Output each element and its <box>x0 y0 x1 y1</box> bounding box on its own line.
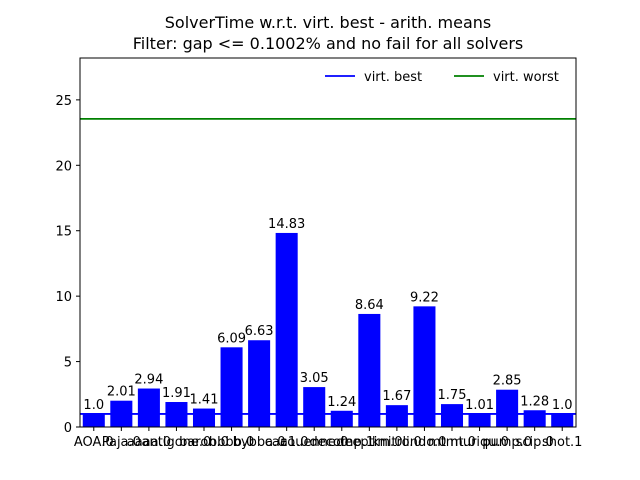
y-tick-label: 20 <box>55 159 72 174</box>
data-label: 6.63 <box>245 324 274 339</box>
chart-subtitle: Filter: gap <= 0.1002% and no fail for a… <box>133 34 523 53</box>
bar <box>330 410 353 427</box>
bar <box>192 408 216 427</box>
bar <box>468 413 491 427</box>
y-tick-label: 0 <box>64 421 72 436</box>
x-tick-label: knitro.0 <box>372 435 422 450</box>
x-tick-label: deeptim.0 <box>336 435 402 450</box>
bar <box>440 404 464 427</box>
x-tick-label: baron.0 <box>179 435 229 450</box>
x-tick-label: mtmt.0 <box>428 435 476 450</box>
x-tick-label: pump.0 <box>482 435 532 450</box>
data-label: 3.05 <box>300 371 329 386</box>
x-tick-label: decomp.1 <box>309 435 374 450</box>
x-tick-label: antigone.0 <box>142 435 212 450</box>
bar <box>82 413 105 427</box>
chart-title: SolverTime w.r.t. virt. best - arith. me… <box>165 13 491 32</box>
plot-frame <box>79 57 577 428</box>
bar <box>523 410 546 427</box>
data-label: 1.01 <box>465 398 494 413</box>
bar <box>275 232 298 427</box>
y-axis: 0 5 10 15 20 25 <box>55 94 80 436</box>
legend: virt. best virt. worst <box>325 70 559 85</box>
data-label: 6.09 <box>217 331 246 346</box>
x-tick-label: couenne.0 <box>280 435 348 450</box>
x-tick-label: muriqu.0 <box>450 435 509 450</box>
bar <box>551 413 574 427</box>
x-tick-label: caa1.0 <box>265 435 309 450</box>
bar <box>385 405 408 427</box>
x-tick-label: lindo.0 <box>403 435 447 450</box>
x-axis: AOA.0Paja.0aaaa.0antigone.0baron.0bbbb.0… <box>74 427 582 450</box>
reference-lines-group <box>80 117 576 415</box>
data-label: 1.0 <box>552 398 573 413</box>
bar <box>303 387 326 427</box>
bar <box>248 340 271 427</box>
data-labels-group: 1.02.012.941.911.416.096.6314.833.051.24… <box>83 217 572 413</box>
x-tick-label: bybba.0 <box>233 435 286 450</box>
data-label: 1.41 <box>190 393 219 408</box>
data-label: 2.85 <box>493 374 522 389</box>
legend-label: virt. best <box>364 70 422 85</box>
x-tick-label: shot.1 <box>542 435 582 450</box>
data-label: 9.22 <box>410 290 439 305</box>
y-tick-label: 10 <box>55 290 72 305</box>
y-tick-label: 5 <box>64 356 72 371</box>
data-label: 2.01 <box>107 385 136 400</box>
data-label: 1.91 <box>162 386 191 401</box>
legend-label: virt. worst <box>493 70 559 85</box>
y-tick-label: 25 <box>55 94 72 109</box>
x-tick-label: bbbb.0 <box>209 435 254 450</box>
data-label: 1.67 <box>382 389 411 404</box>
bar <box>496 389 519 427</box>
x-tick-label: Paja.0 <box>102 435 141 450</box>
data-label: 1.0 <box>83 398 104 413</box>
data-label: 1.28 <box>520 394 549 409</box>
data-label: 8.64 <box>355 298 384 313</box>
data-label: 14.83 <box>268 217 305 232</box>
bars-group <box>82 232 574 427</box>
bar <box>220 347 243 427</box>
bar <box>413 306 436 427</box>
x-tick-label: aaaa.0 <box>127 435 171 450</box>
x-tick-label: AOA.0 <box>74 435 114 450</box>
data-label: 2.94 <box>134 373 163 388</box>
data-label: 1.75 <box>438 388 467 403</box>
x-tick-label: scip.0 <box>516 435 554 450</box>
data-label: 1.24 <box>327 395 356 410</box>
bar <box>137 388 160 427</box>
bar <box>358 313 381 427</box>
y-tick-label: 15 <box>55 225 72 240</box>
